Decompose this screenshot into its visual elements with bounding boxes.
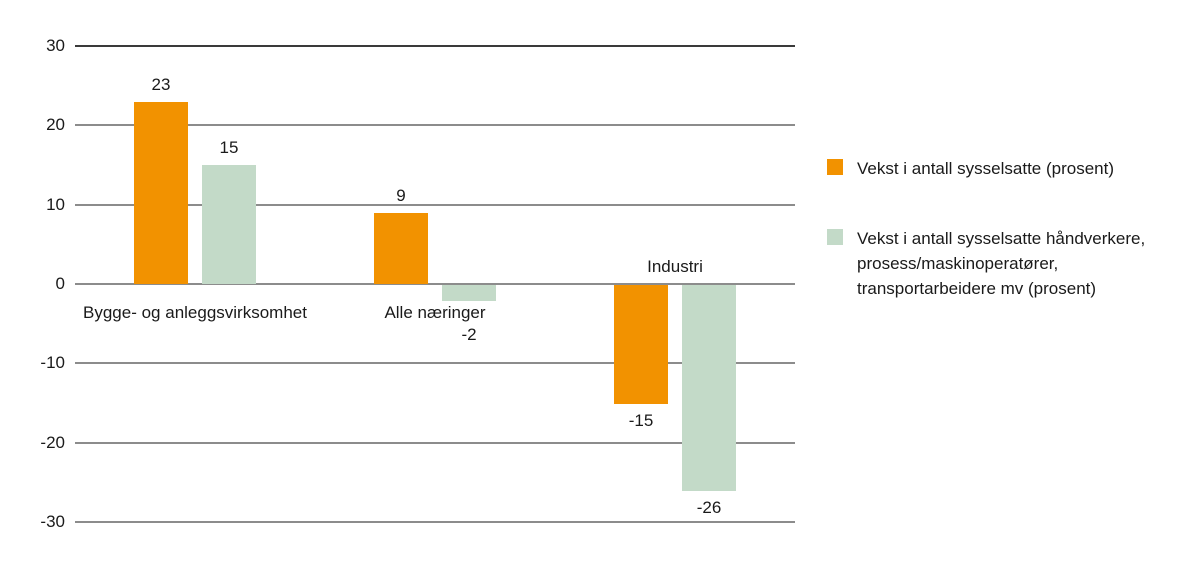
y-tick-label--10: -10 xyxy=(40,353,65,373)
category-label-industri: Industri xyxy=(647,257,703,276)
gridline-0 xyxy=(75,283,795,285)
value-label-industri-series2: -26 xyxy=(696,498,722,518)
legend-swatch-2 xyxy=(827,229,843,245)
y-tick-label-10: 10 xyxy=(46,194,65,214)
y-tick-label--30: -30 xyxy=(40,512,65,531)
y-tick-label-30: 30 xyxy=(46,36,65,55)
value-label-alle-næringer-series2: -2 xyxy=(461,325,477,344)
bar-industri-series1 xyxy=(614,285,668,404)
legend-swatch-1 xyxy=(827,159,843,175)
value-label-industri-series1: -15 xyxy=(628,411,654,430)
y-tick-label--20: -20 xyxy=(40,432,65,452)
gridline--20 xyxy=(75,441,795,444)
value-label-bygge-og-anleggsvirksomhet-series2: 15 xyxy=(219,138,239,157)
bar-industri-series2 xyxy=(682,285,736,492)
y-tick-label-0: 0 xyxy=(55,274,65,293)
gridline--30 xyxy=(75,521,795,523)
category-label-bygge-og-anleggsvirksomhet: Bygge- og anleggsvirksomhet xyxy=(83,303,307,322)
gridline-30 xyxy=(75,45,795,47)
gridline-10 xyxy=(75,203,795,206)
bar-alle-næringer-series2 xyxy=(442,285,496,301)
legend-item-1: Vekst i antall sysselsatte (prosent) xyxy=(827,156,1187,181)
legend-label-2: Vekst i antall sysselsatte håndverkere, … xyxy=(857,229,1146,298)
bar-bygge-og-anleggsvirksomhet-series2 xyxy=(202,165,256,284)
legend-label-1: Vekst i antall sysselsatte (prosent) xyxy=(857,159,1115,178)
gridline-20 xyxy=(75,124,795,127)
y-tick-label-20: 20 xyxy=(46,115,65,135)
bar-bygge-og-anleggsvirksomhet-series1 xyxy=(134,101,188,284)
value-label-alle-næringer-series1: 9 xyxy=(396,185,406,205)
legend-item-2: Vekst i antall sysselsatte håndverkere, … xyxy=(827,226,1187,301)
category-label-alle-næringer: Alle næringer xyxy=(384,303,486,322)
value-label-bygge-og-anleggsvirksomhet-series1: 23 xyxy=(151,74,171,94)
gridline--10 xyxy=(75,362,795,365)
bar-alle-næringer-series1 xyxy=(374,212,428,284)
chart-legend: Vekst i antall sysselsatte (prosent) Veks… xyxy=(827,156,1187,301)
